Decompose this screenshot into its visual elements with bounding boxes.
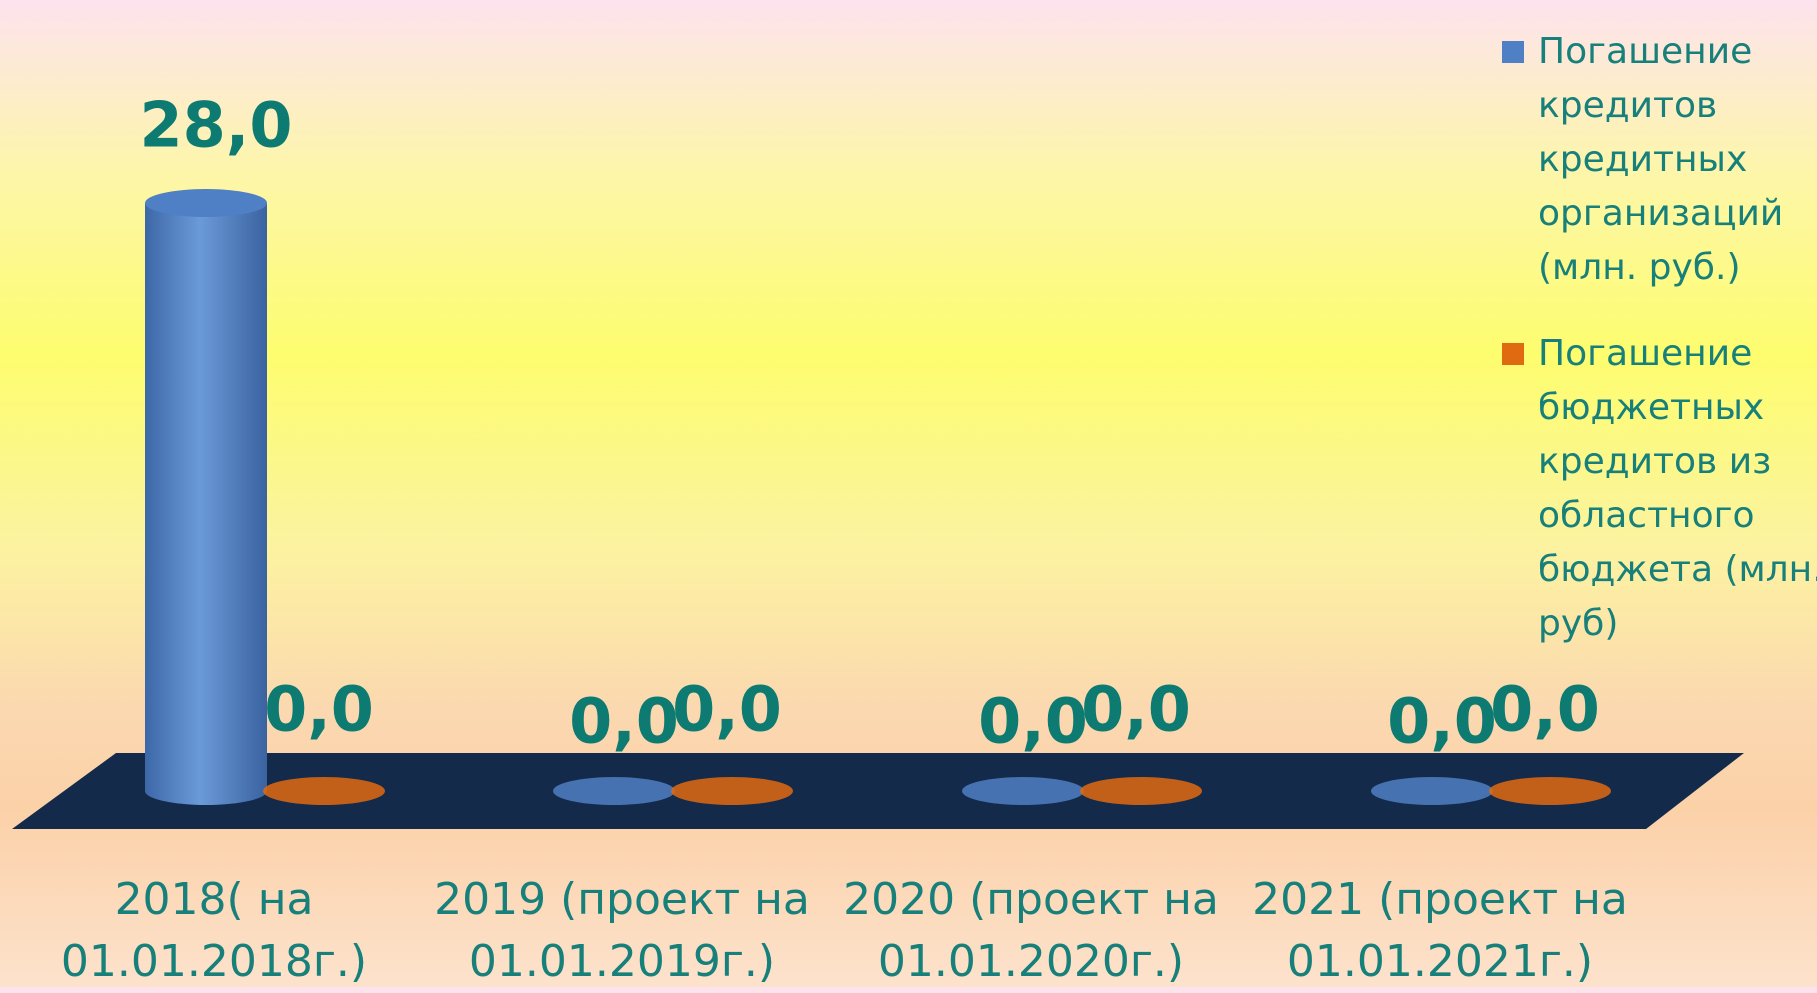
x-tick-label: 2019 (проект на 01.01.2019г.) — [434, 874, 810, 987]
data-label: 0,0 — [978, 684, 1088, 758]
data-label: 28,0 — [139, 88, 293, 162]
data-label: 0,0 — [569, 684, 679, 758]
bar — [962, 777, 1084, 805]
x-tick-label: 2018( на 01.01.2018г.) — [60, 874, 368, 987]
data-label: 0,0 — [264, 672, 374, 746]
bar — [1371, 777, 1493, 805]
data-label: 0,0 — [1387, 684, 1497, 758]
bar-top — [145, 189, 267, 217]
bar — [1080, 777, 1202, 805]
x-tick-label: 2021 (проект на 01.01.2021г.) — [1252, 874, 1628, 987]
floor — [12, 753, 1744, 829]
bar — [263, 777, 385, 805]
bar — [671, 777, 793, 805]
legend-swatch — [1502, 41, 1524, 63]
data-label: 0,0 — [1490, 672, 1600, 746]
data-label: 0,0 — [1081, 672, 1191, 746]
legend-label: Погашение кредитов кредитных организаций… — [1538, 31, 1784, 288]
bar — [1489, 777, 1611, 805]
bar — [553, 777, 675, 805]
legend-label: Погашение бюджетных кредитов из областно… — [1538, 333, 1817, 644]
x-tick-label: 2020 (проект на 01.01.2020г.) — [843, 874, 1219, 987]
bar — [145, 203, 267, 791]
data-label: 0,0 — [672, 672, 782, 746]
legend-swatch — [1502, 343, 1524, 365]
